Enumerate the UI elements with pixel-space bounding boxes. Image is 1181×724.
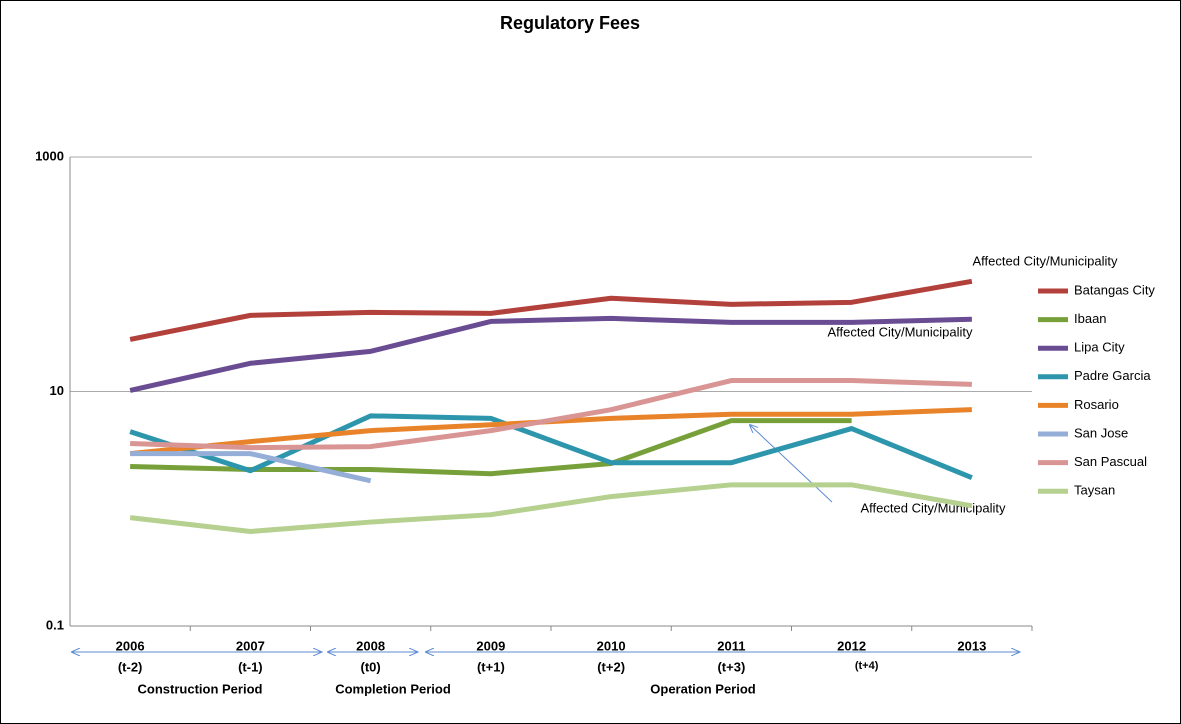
legend-label: San Jose bbox=[1074, 425, 1128, 440]
legend-label: Batangas City bbox=[1074, 282, 1155, 297]
period-label: Construction Period bbox=[138, 681, 263, 696]
series-line bbox=[130, 451, 372, 484]
y-tick-label: 1000 bbox=[35, 148, 64, 163]
legend-label: Lipa City bbox=[1074, 340, 1125, 355]
series-line bbox=[129, 482, 973, 534]
legend-label: Padre Garcia bbox=[1074, 368, 1151, 383]
x-sublabel: (t0) bbox=[361, 659, 381, 674]
series-line bbox=[130, 378, 972, 451]
x-tick-label: 2006 bbox=[116, 638, 145, 653]
series-line bbox=[129, 278, 973, 342]
y-tick-label: 10 bbox=[50, 383, 64, 398]
x-sublabel: (t-1) bbox=[238, 659, 263, 674]
legend-label: San Pascual bbox=[1074, 454, 1147, 469]
x-sublabel: (t+4) bbox=[855, 660, 879, 672]
period-label: Completion Period bbox=[335, 681, 451, 696]
annotation-arrow bbox=[750, 425, 833, 503]
series-line bbox=[129, 315, 972, 393]
legend-label: Rosario bbox=[1074, 397, 1119, 412]
x-tick-label: 2008 bbox=[356, 638, 385, 653]
period-label: Operation Period bbox=[650, 681, 756, 696]
legend-label: Taysan bbox=[1074, 483, 1115, 498]
x-tick-label: 2012 bbox=[837, 638, 866, 653]
chart-title: Regulatory Fees bbox=[500, 13, 640, 33]
annotation: Affected City/Municipality bbox=[861, 500, 1006, 515]
x-tick-label: 2011 bbox=[717, 638, 745, 653]
x-sublabel: (t+1) bbox=[477, 659, 505, 674]
x-sublabel: (t-2) bbox=[118, 659, 143, 674]
annotation: Affected City/Municipality bbox=[828, 324, 973, 339]
x-tick-label: 2009 bbox=[476, 638, 505, 653]
x-sublabel: (t+2) bbox=[597, 659, 625, 674]
x-tick-label: 2007 bbox=[236, 638, 265, 653]
y-tick-label: 0.1 bbox=[46, 617, 64, 632]
x-tick-label: 2013 bbox=[957, 638, 986, 653]
x-sublabel: (t+3) bbox=[717, 659, 745, 674]
x-tick-label: 2010 bbox=[597, 638, 626, 653]
legend-label: Ibaan bbox=[1074, 311, 1107, 326]
series-line bbox=[129, 413, 973, 481]
annotation: Affected City/Municipality bbox=[973, 253, 1118, 268]
